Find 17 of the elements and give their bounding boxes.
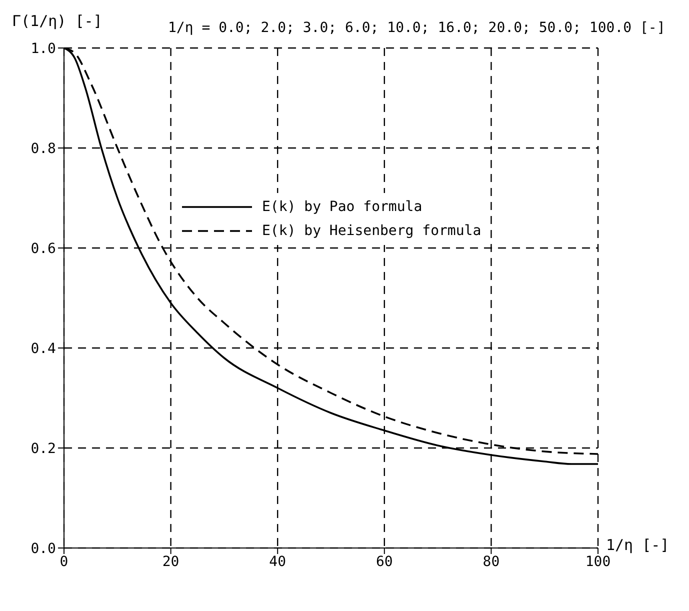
x-tick-label: 40: [269, 554, 286, 570]
x-tick-label: 0: [60, 554, 68, 570]
text: 1/η = 0.0; 2.0; 3.0; 6.0; 10.0; 16.0; 20.0; 50.0; 100.0 [-]: [168, 20, 666, 36]
y-tick-label: 0.6: [30, 240, 56, 257]
legend-label: E(k) by Heisenberg formula: [262, 223, 482, 239]
x-axis-title: 1/η [-]: [606, 536, 670, 554]
x-tick-label: 80: [482, 554, 500, 570]
y-tick-label: 0.2: [30, 440, 56, 457]
y-tick-label: 1.0: [30, 40, 56, 57]
y-tick-label: 0.0: [30, 540, 56, 557]
legend-label: E(k) by Pao formula: [262, 199, 422, 215]
y-tick-label: 0.4: [30, 340, 56, 357]
x-tick-label: 60: [376, 554, 393, 570]
y-axis-title: Γ(1/η) [-]: [12, 12, 102, 30]
x-tick-label: 100: [585, 554, 611, 570]
y-tick-label: 0.8: [30, 140, 56, 157]
x-tick-label: 20: [162, 554, 180, 570]
